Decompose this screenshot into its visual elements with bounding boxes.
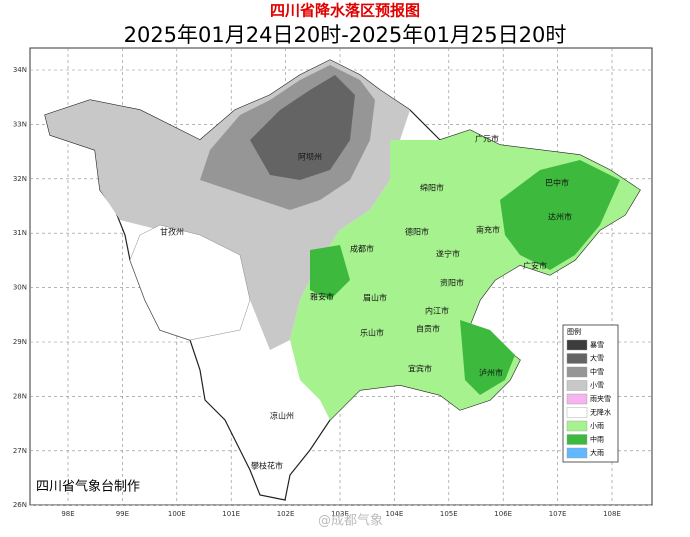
subtitle: 2025年01月24日20时-2025年01月25日20时 <box>124 23 567 47</box>
legend-label: 大雪 <box>590 354 604 363</box>
city-label: 遂宁市 <box>436 249 460 259</box>
city-label: 广安市 <box>523 261 547 271</box>
moderate-rain <box>500 160 620 270</box>
lat-label: 26N <box>13 501 27 509</box>
lat-label: 28N <box>13 392 27 400</box>
city-label: 雅安市 <box>310 292 334 302</box>
legend-label: 中雪 <box>590 367 604 376</box>
legend-swatch <box>566 380 588 391</box>
lat-label: 27N <box>13 447 27 455</box>
lat-label: 33N <box>13 120 27 128</box>
city-label: 广元市 <box>475 134 499 144</box>
moderate-rain <box>310 245 350 300</box>
lat-label: 32N <box>13 175 27 183</box>
city-label: 攀枝花市 <box>251 461 283 471</box>
province <box>44 59 641 501</box>
lon-label: 106E <box>494 510 512 518</box>
legend-label: 雨夹雪 <box>590 394 611 403</box>
legend-swatch <box>566 407 588 418</box>
legend-swatch <box>566 393 588 405</box>
city-label: 阿坝州 <box>298 153 322 162</box>
legend-swatch <box>566 353 588 364</box>
legend-label: 中雨 <box>590 435 604 444</box>
city-label: 宜宾市 <box>408 364 432 374</box>
legend-label: 无降水 <box>590 408 611 417</box>
lon-label: 103E <box>331 510 349 518</box>
legend-swatch <box>566 447 588 459</box>
credit: 四川省气象台制作 <box>36 479 140 495</box>
moderate-rain <box>460 320 515 395</box>
lon-label: 101E <box>222 510 240 518</box>
legend-label: 小雪 <box>590 381 604 390</box>
lon-label: 102E <box>277 510 295 518</box>
lon-label: 98E <box>61 510 74 518</box>
city-label: 德阳市 <box>405 227 429 237</box>
lon-label: 99E <box>116 510 129 518</box>
city-label: 凉山州 <box>270 411 294 421</box>
lat-label: 30N <box>13 284 27 292</box>
lon-label: 104E <box>386 510 404 518</box>
no-precipitation <box>129 224 251 341</box>
legend-label: 大雨 <box>590 448 604 457</box>
city-label: 达州市 <box>548 212 572 222</box>
lon-label: 105E <box>440 510 458 518</box>
legend-label: 暴雪 <box>590 341 604 349</box>
city-label: 眉山市 <box>363 293 387 303</box>
legend-swatch <box>566 339 588 351</box>
title: 四川省降水落区预报图 <box>270 2 420 20</box>
city-label: 资阳市 <box>440 278 464 288</box>
legend-swatch <box>566 366 588 378</box>
legend-swatch <box>566 420 588 432</box>
city-label: 甘孜州 <box>160 227 184 237</box>
lat-label: 34N <box>13 66 27 74</box>
legend-swatch <box>566 434 588 445</box>
city-label: 成都市 <box>350 244 374 254</box>
lat-label: 29N <box>13 338 27 346</box>
city-label: 乐山市 <box>360 328 384 338</box>
city-label: 泸州市 <box>479 368 503 378</box>
watermark: @成都气象 <box>318 513 383 529</box>
lon-label: 107E <box>549 510 567 518</box>
heavy-snow <box>250 75 355 180</box>
city-label: 绵阳市 <box>420 183 444 193</box>
city-label: 自贡市 <box>416 324 440 334</box>
city-label: 巴中市 <box>545 178 569 188</box>
legend-title: 图例 <box>567 327 581 336</box>
legend-label: 小雨 <box>590 421 604 430</box>
lon-label: 100E <box>168 510 186 518</box>
city-label: 南充市 <box>476 225 500 235</box>
lat-label: 31N <box>13 229 27 237</box>
lon-label: 108E <box>603 510 621 518</box>
city-label: 内江市 <box>425 306 449 316</box>
